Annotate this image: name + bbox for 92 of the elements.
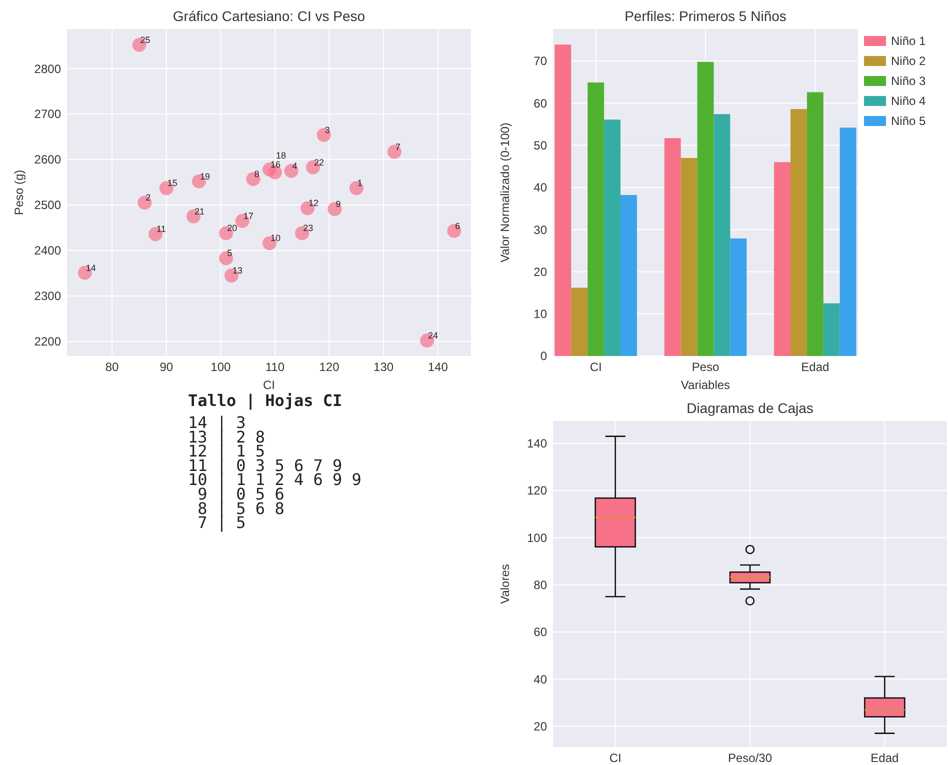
text: 14 | 3	[188, 413, 246, 432]
y-tick-label: 2700	[34, 107, 62, 122]
chart-title: Perfiles: Primeros 5 Niños	[624, 8, 786, 24]
annotation: 2	[146, 192, 151, 203]
legend-label: Niño 2	[891, 54, 926, 68]
bar	[604, 120, 621, 356]
y-tick-label: 60	[534, 625, 548, 640]
point	[349, 181, 364, 196]
y-tick-label: 140	[526, 436, 548, 451]
x-tick-label: 100	[210, 360, 232, 374]
annotation: 22	[314, 157, 324, 168]
bar	[554, 44, 572, 356]
y-tick-label: 70	[534, 54, 548, 68]
y-tick-label: 40	[534, 180, 548, 195]
bar	[620, 195, 637, 356]
chart-title: Gráfico Cartesiano: CI vs Peso	[172, 8, 366, 24]
y-tick-label: 120	[526, 484, 548, 498]
y-tick-label: 100	[526, 530, 548, 545]
x-tick-label: CI	[590, 360, 602, 374]
legend-label: Niño 1	[891, 34, 926, 48]
x-axis-title: Variables	[680, 378, 730, 392]
x-tick-label: 80	[105, 360, 120, 374]
text: Tallo | Hojas CI	[188, 391, 342, 410]
y-axis-title: Valor Normalizado (0-100)	[498, 122, 512, 262]
y-tick-label: 2800	[34, 62, 62, 76]
chart-title: Diagramas de Cajas	[686, 400, 814, 416]
x-tick-label: 140	[428, 360, 448, 374]
annotation: 17	[243, 210, 254, 221]
annotation: 12	[308, 198, 319, 208]
x-tick-label: 130	[374, 360, 394, 374]
y-tick-label: 30	[534, 222, 548, 237]
x-tick-label: Edad	[870, 751, 899, 765]
y-tick-label: 2300	[34, 289, 62, 304]
legend-label: Niño 3	[891, 74, 926, 88]
legend-label: Niño 4	[891, 94, 926, 108]
y-tick-label: 80	[534, 578, 548, 592]
bar	[730, 238, 747, 356]
bar	[697, 62, 714, 356]
bar	[774, 162, 790, 356]
annotation: 11	[156, 224, 166, 234]
bar	[714, 114, 730, 356]
annotation: 10	[270, 233, 281, 244]
y-tick-label: 20	[534, 264, 548, 279]
y-tick-label: 2200	[34, 334, 62, 349]
bar	[571, 288, 588, 356]
annotation: 8	[254, 169, 260, 180]
y-tick-label: 50	[534, 138, 548, 153]
x-axis-title: CI	[263, 378, 275, 392]
annotation: 4	[292, 160, 298, 171]
x-tick-label: Peso	[692, 360, 720, 374]
annotation: 13	[232, 266, 243, 276]
annotation: 24	[428, 330, 438, 341]
x-tick-label: 90	[160, 360, 174, 374]
y-tick-label: 60	[534, 96, 548, 110]
y-tick-label: 0	[540, 349, 548, 364]
x-tick-label: Peso/30	[728, 751, 772, 765]
x-tick-label: CI	[609, 751, 622, 765]
bar	[680, 158, 698, 356]
annotation: 1	[357, 178, 362, 188]
bar	[588, 82, 604, 356]
annotation: 14	[86, 262, 96, 273]
legend-label: Niño 5	[891, 114, 926, 128]
annotation: 18	[276, 150, 286, 161]
y-tick-label: 2600	[34, 152, 62, 167]
y-axis-title: Valores	[498, 564, 512, 604]
bar	[823, 303, 840, 356]
annotation: 19	[200, 171, 210, 182]
annotation: 9	[336, 199, 341, 210]
x-tick-label: 110	[265, 360, 285, 374]
y-axis-title: Peso (g)	[12, 170, 26, 216]
annotation: 21	[194, 206, 205, 216]
x-tick-label: Edad	[801, 360, 830, 374]
y-tick-label: 10	[534, 307, 548, 322]
annotation: 7	[395, 142, 400, 152]
y-tick-label: 2400	[34, 244, 62, 258]
annotation: 5	[227, 248, 232, 258]
y-tick-label: 40	[534, 672, 548, 686]
annotation: 20	[227, 223, 238, 234]
bar	[790, 109, 807, 356]
annotation: 3	[324, 124, 330, 135]
annotation: 23	[303, 223, 314, 234]
annotation: 16	[270, 160, 281, 170]
bar	[840, 128, 856, 356]
bar	[806, 92, 824, 356]
y-tick-label: 2500	[34, 198, 62, 212]
annotation: 6	[455, 220, 460, 231]
annotation: 25	[140, 34, 150, 45]
y-tick-label: 20	[534, 719, 548, 734]
text: 7 | 5	[188, 513, 246, 532]
x-tick-label: 120	[319, 360, 340, 374]
annotation: 15	[167, 178, 178, 188]
bar	[664, 138, 681, 356]
